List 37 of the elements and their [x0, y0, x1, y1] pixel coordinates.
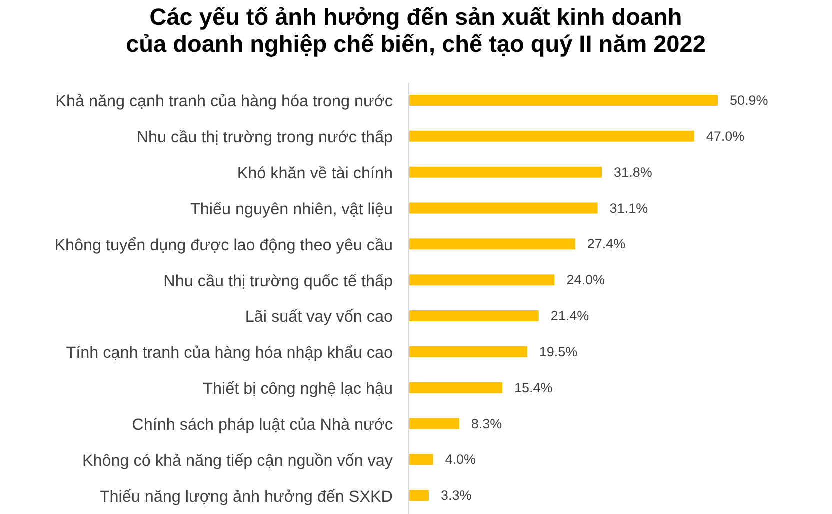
data-label: 8.3%: [471, 416, 502, 432]
y-tick-label: Khó khăn về tài chính: [237, 164, 393, 183]
y-tick-label: Chính sách pháp luật của Nhà nước: [132, 416, 393, 434]
data-label: 47.0%: [706, 128, 745, 144]
data-label: 24.0%: [566, 272, 605, 288]
y-tick-label: Lãi suất vay vốn cao: [245, 308, 393, 326]
bar: [409, 346, 528, 358]
bar: [409, 454, 434, 466]
y-tick-label: Tính cạnh tranh của hàng hóa nhập khẩu cao: [66, 344, 393, 362]
chart-title: Các yếu tố ảnh hưởng đến sản xuất kinh doanh của doanh nghiệp chế biến, chế tạo quý II năm 2022: [125, 3, 707, 59]
bar: [409, 166, 602, 178]
y-tick-label: Thiết bị công nghệ lạc hậu: [203, 380, 393, 398]
y-tick-label: Khả năng cạnh tranh của hàng hóa trong nước: [56, 92, 393, 111]
data-label: 3.3%: [441, 488, 472, 504]
bar: [409, 490, 430, 502]
bar: [409, 418, 460, 430]
bar: [409, 382, 502, 394]
data-label: 19.5%: [539, 344, 578, 360]
data-label: 50.9%: [730, 93, 768, 108]
bar: [409, 95, 718, 106]
data-label: 21.4%: [550, 308, 590, 324]
bar: [409, 238, 576, 250]
data-label: 31.1%: [610, 200, 648, 216]
y-tick-label: Nhu cầu thị trường quốc tế thấp: [164, 272, 393, 290]
y-tick-label: Thiếu năng lượng ảnh hưởng đến SXKD: [100, 488, 393, 506]
data-label: 15.4%: [514, 380, 553, 396]
y-tick-label: Không có khả năng tiếp cận nguồn vốn vay: [82, 452, 394, 470]
data-label: 27.4%: [587, 236, 626, 252]
y-tick-label: Nhu cầu thị trường trong nước thấp: [136, 128, 393, 147]
bar: [409, 310, 539, 322]
y-tick-label: Thiếu nguyên nhiên, vật liệu: [190, 200, 393, 218]
bar: [409, 202, 598, 214]
y-tick-label: Không tuyển dụng được lao động theo yêu cầu: [54, 236, 393, 254]
data-label: 31.8%: [614, 164, 652, 180]
bar: [409, 130, 694, 142]
bar: [409, 274, 555, 286]
data-label: 4.0%: [445, 452, 476, 468]
